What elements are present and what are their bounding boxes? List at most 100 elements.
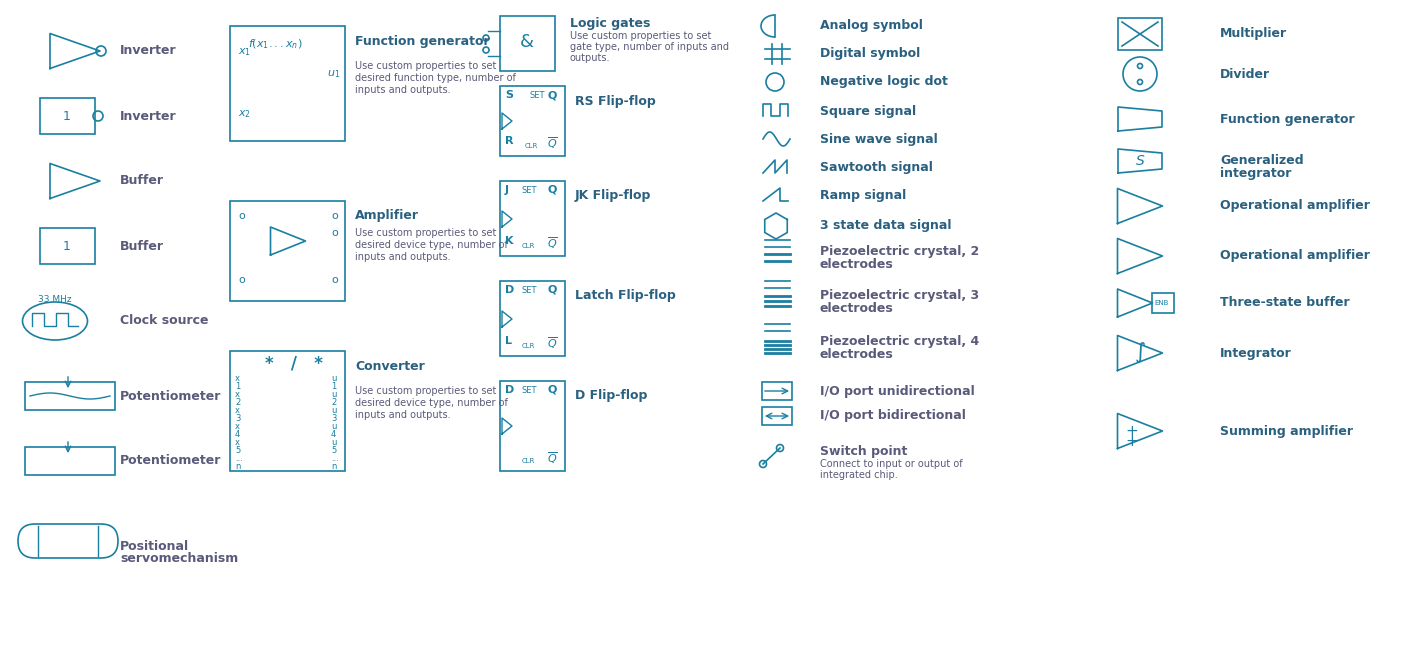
Text: 1: 1 xyxy=(64,240,71,252)
Text: Function generator: Function generator xyxy=(355,34,490,48)
Text: Negative logic dot: Negative logic dot xyxy=(820,76,948,89)
Bar xyxy=(762,382,793,400)
Text: Latch Flip-flop: Latch Flip-flop xyxy=(575,289,675,303)
Text: inputs and outputs.: inputs and outputs. xyxy=(355,85,451,95)
Text: SET: SET xyxy=(521,386,537,395)
Text: outputs.: outputs. xyxy=(569,53,610,63)
Text: ...: ... xyxy=(331,454,339,463)
Text: u: u xyxy=(331,390,336,399)
Text: Operational amplifier: Operational amplifier xyxy=(1219,199,1369,213)
Text: Analog symbol: Analog symbol xyxy=(820,19,923,32)
Text: Square signal: Square signal xyxy=(820,105,916,117)
Text: &: & xyxy=(520,33,534,51)
Text: Q: Q xyxy=(547,90,557,100)
Text: 4: 4 xyxy=(331,430,336,439)
Bar xyxy=(25,382,114,410)
Text: CLR: CLR xyxy=(521,343,536,349)
Text: Ramp signal: Ramp signal xyxy=(820,189,906,201)
Text: D: D xyxy=(504,285,514,295)
Text: *   /   *: * / * xyxy=(266,355,324,373)
Text: SET: SET xyxy=(521,186,537,195)
Text: I/O port bidirectional: I/O port bidirectional xyxy=(820,409,966,423)
Text: 4: 4 xyxy=(235,430,240,439)
Text: u: u xyxy=(331,438,336,447)
Text: Sine wave signal: Sine wave signal xyxy=(820,132,938,146)
Text: u: u xyxy=(331,406,336,415)
Text: Use custom properties to set: Use custom properties to set xyxy=(569,31,711,41)
Bar xyxy=(500,86,565,156)
Bar xyxy=(500,181,565,256)
Text: Piezoelectric crystal, 2: Piezoelectric crystal, 2 xyxy=(820,244,979,258)
Text: JK Flip-flop: JK Flip-flop xyxy=(575,189,651,203)
Bar xyxy=(230,201,345,301)
Text: Q: Q xyxy=(547,285,557,295)
Bar xyxy=(762,407,793,425)
Text: Sawtooth signal: Sawtooth signal xyxy=(820,160,933,174)
Text: x: x xyxy=(235,390,240,399)
Text: Clock source: Clock source xyxy=(120,315,209,327)
Text: desired device type, number of: desired device type, number of xyxy=(355,240,507,250)
Text: L: L xyxy=(504,336,512,346)
Text: Potentiometer: Potentiometer xyxy=(120,454,222,468)
Text: Integrator: Integrator xyxy=(1219,346,1291,360)
Text: S: S xyxy=(1136,154,1145,168)
Text: Use custom properties to set: Use custom properties to set xyxy=(355,228,496,238)
Text: Positional: Positional xyxy=(120,539,189,552)
Text: K: K xyxy=(504,236,513,246)
Bar xyxy=(40,228,95,264)
Text: electrodes: electrodes xyxy=(820,348,894,360)
Text: Piezoelectric crystal, 3: Piezoelectric crystal, 3 xyxy=(820,289,979,303)
Text: Piezoelectric crystal, 4: Piezoelectric crystal, 4 xyxy=(820,335,979,348)
Text: D: D xyxy=(504,385,514,395)
Text: $x_2$: $x_2$ xyxy=(237,108,252,120)
Text: ...: ... xyxy=(235,454,243,463)
Text: integrated chip.: integrated chip. xyxy=(820,470,897,480)
Text: J: J xyxy=(504,185,509,195)
Text: $\overline{Q}$: $\overline{Q}$ xyxy=(547,136,558,151)
Text: Buffer: Buffer xyxy=(120,240,164,252)
Text: +: + xyxy=(1126,423,1139,439)
Text: 3: 3 xyxy=(235,414,240,423)
Text: S: S xyxy=(504,90,513,100)
Text: n: n xyxy=(235,462,240,471)
Text: inputs and outputs.: inputs and outputs. xyxy=(355,410,451,420)
Text: Three-state buffer: Three-state buffer xyxy=(1219,297,1349,309)
Text: CLR: CLR xyxy=(526,143,538,149)
Text: ENB: ENB xyxy=(1154,300,1169,306)
Text: 5: 5 xyxy=(331,446,336,455)
Bar xyxy=(500,381,565,471)
Text: Buffer: Buffer xyxy=(120,174,164,187)
Circle shape xyxy=(1137,79,1143,85)
Text: 33 MHz: 33 MHz xyxy=(38,295,72,303)
Text: u: u xyxy=(331,374,336,383)
Text: CLR: CLR xyxy=(521,243,536,249)
Text: Inverter: Inverter xyxy=(120,44,177,58)
Text: D Flip-flop: D Flip-flop xyxy=(575,389,647,403)
Text: Amplifier: Amplifier xyxy=(355,209,420,223)
Text: Function generator: Function generator xyxy=(1219,113,1355,125)
Text: Q: Q xyxy=(547,185,557,195)
Text: $\overline{Q}$: $\overline{Q}$ xyxy=(547,236,558,251)
Text: Q: Q xyxy=(547,385,557,395)
Text: $\overline{Q}$: $\overline{Q}$ xyxy=(547,336,558,351)
Text: n: n xyxy=(331,462,336,471)
Text: $f(x_1...x_n)$: $f(x_1...x_n)$ xyxy=(247,37,302,51)
Text: Switch point: Switch point xyxy=(820,444,907,458)
Text: Connect to input or output of: Connect to input or output of xyxy=(820,459,962,469)
Text: desired device type, number of: desired device type, number of xyxy=(355,398,507,408)
Text: electrodes: electrodes xyxy=(820,258,894,270)
Text: o: o xyxy=(331,211,338,221)
Text: Use custom properties to set: Use custom properties to set xyxy=(355,386,496,396)
Text: x: x xyxy=(235,422,240,431)
Text: gate type, number of inputs and: gate type, number of inputs and xyxy=(569,42,729,52)
Bar xyxy=(500,16,555,71)
Text: x: x xyxy=(235,438,240,447)
Text: inputs and outputs.: inputs and outputs. xyxy=(355,252,451,262)
Text: I/O port unidirectional: I/O port unidirectional xyxy=(820,384,975,397)
Text: CLR: CLR xyxy=(521,458,536,464)
Text: electrodes: electrodes xyxy=(820,303,894,315)
Circle shape xyxy=(1137,64,1143,68)
Text: Converter: Converter xyxy=(355,360,425,372)
Bar xyxy=(1118,18,1161,50)
Text: o: o xyxy=(237,211,244,221)
